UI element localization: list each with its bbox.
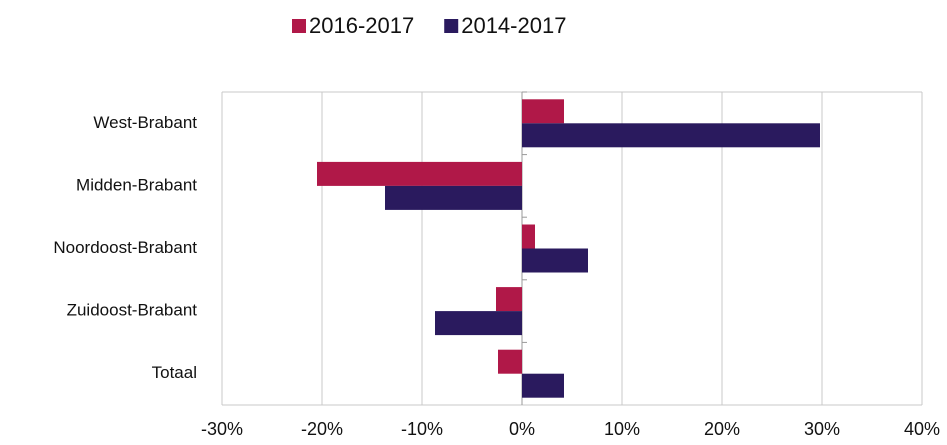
y-tick-label: Totaal: [152, 363, 197, 382]
bar: [435, 311, 522, 336]
x-tick-label: -10%: [401, 419, 443, 439]
legend-label: 2016-2017: [309, 13, 414, 38]
y-tick-label: West-Brabant: [93, 113, 197, 132]
x-tick-label: 10%: [604, 419, 640, 439]
y-tick-label: Midden-Brabant: [76, 175, 197, 194]
x-tick-label: 0%: [509, 419, 535, 439]
x-tick-label: -30%: [201, 419, 243, 439]
bar: [522, 123, 820, 148]
x-tick-label: 40%: [904, 419, 940, 439]
x-tick-label: -20%: [301, 419, 343, 439]
bar: [385, 185, 522, 210]
bar: [498, 349, 522, 374]
x-tick-label: 20%: [704, 419, 740, 439]
legend-swatch: [444, 19, 459, 33]
x-tick-label: 30%: [804, 419, 840, 439]
bar: [522, 248, 588, 273]
legend-swatch: [292, 19, 306, 33]
bar: [317, 161, 522, 186]
y-tick-label: Noordoost-Brabant: [53, 238, 197, 257]
bar: [522, 99, 564, 124]
y-tick-label: Zuidoost-Brabant: [67, 301, 198, 320]
bar: [522, 224, 535, 249]
bar: [496, 287, 522, 312]
bar: [522, 373, 564, 398]
legend-label: 2014-2017: [461, 13, 566, 38]
